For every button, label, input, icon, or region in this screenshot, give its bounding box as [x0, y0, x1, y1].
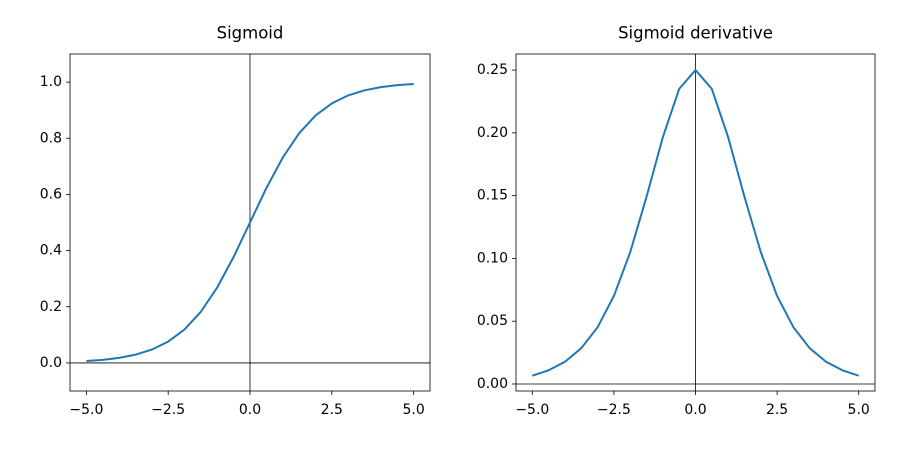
y-tick-label: 0.00: [477, 376, 508, 392]
x-tick-label: 2.5: [321, 402, 343, 418]
x-tick-label: 0.0: [684, 402, 706, 418]
y-tick-label: 0.15: [477, 188, 508, 204]
x-tick-label: 5.0: [403, 402, 425, 418]
y-tick-label: 0.6: [40, 186, 62, 202]
y-tick-label: 0.20: [477, 125, 508, 141]
line: [86, 82, 414, 363]
x-tick-label: 2.5: [766, 402, 788, 418]
chart-title: Sigmoid derivative: [618, 24, 773, 43]
line: [532, 69, 859, 377]
y-tick-label: 0.4: [40, 243, 62, 259]
y-tick-label: 0.0: [40, 355, 62, 371]
x-tick-label: −2.5: [151, 402, 185, 418]
axes-frame: [515, 53, 876, 392]
axes-frame: [69, 53, 431, 392]
x-tick-label: 0.0: [239, 402, 261, 418]
y-tick-label: 1.0: [40, 74, 62, 90]
y-tick-label: 0.25: [477, 62, 508, 78]
chart-title: Sigmoid: [217, 24, 284, 43]
y-tick-label: 0.10: [477, 250, 508, 266]
y-tick-label: 0.8: [40, 130, 62, 146]
x-tick-label: 5.0: [848, 402, 870, 418]
x-tick-label: −5.0: [69, 402, 103, 418]
y-tick-label: 0.05: [477, 313, 508, 329]
x-tick-label: −5.0: [515, 402, 549, 418]
x-tick-label: −2.5: [597, 402, 631, 418]
y-tick-label: 0.2: [40, 299, 62, 315]
